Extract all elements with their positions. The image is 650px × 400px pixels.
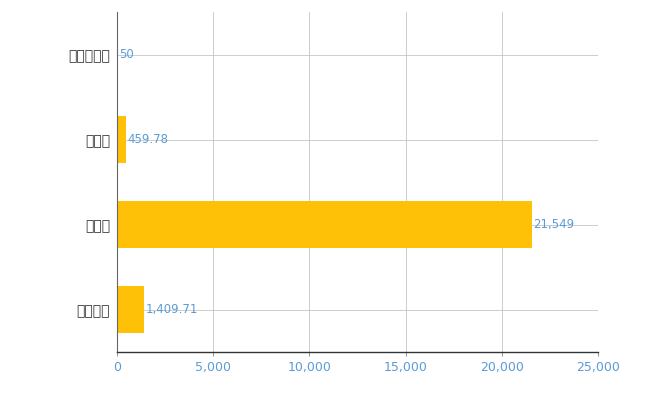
Bar: [117, 286, 144, 333]
Bar: [117, 31, 118, 78]
Bar: [117, 116, 126, 163]
Text: 459.78: 459.78: [127, 133, 168, 146]
Text: 1,409.71: 1,409.71: [146, 303, 198, 316]
Text: 50: 50: [120, 48, 135, 61]
Text: 21,549: 21,549: [533, 218, 574, 231]
Bar: [117, 201, 532, 248]
